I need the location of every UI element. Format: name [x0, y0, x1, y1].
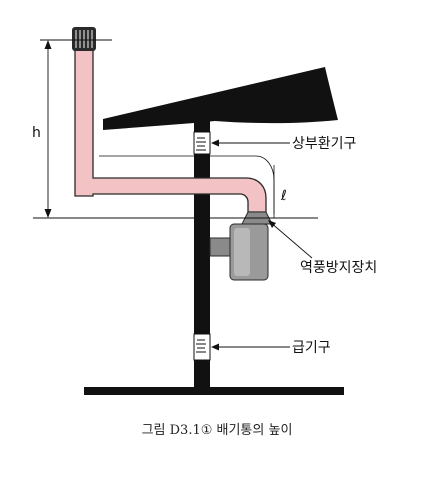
flue-cap: [72, 27, 96, 51]
upper-vent-label: 상부환기구: [292, 136, 357, 152]
flue-pipe: [74, 49, 267, 213]
height-dimension: [44, 40, 52, 218]
supply-vent-opening: [193, 333, 211, 361]
roof: [103, 67, 338, 130]
length-label: ℓ: [280, 188, 287, 204]
upper-vent-opening: [193, 131, 211, 155]
heater-body: [209, 223, 269, 281]
floor: [84, 387, 344, 395]
draft-hood-leader: [268, 220, 313, 259]
draft-hood-label: 역풍방지장치: [300, 260, 377, 276]
upper-vent-leader: [211, 139, 290, 147]
figure-caption: 그림 D3.1① 배기통의 높이: [142, 423, 293, 438]
supply-vent-leader: [211, 343, 290, 351]
height-label: h: [32, 125, 41, 141]
supply-vent-label: 급기구: [292, 340, 331, 356]
